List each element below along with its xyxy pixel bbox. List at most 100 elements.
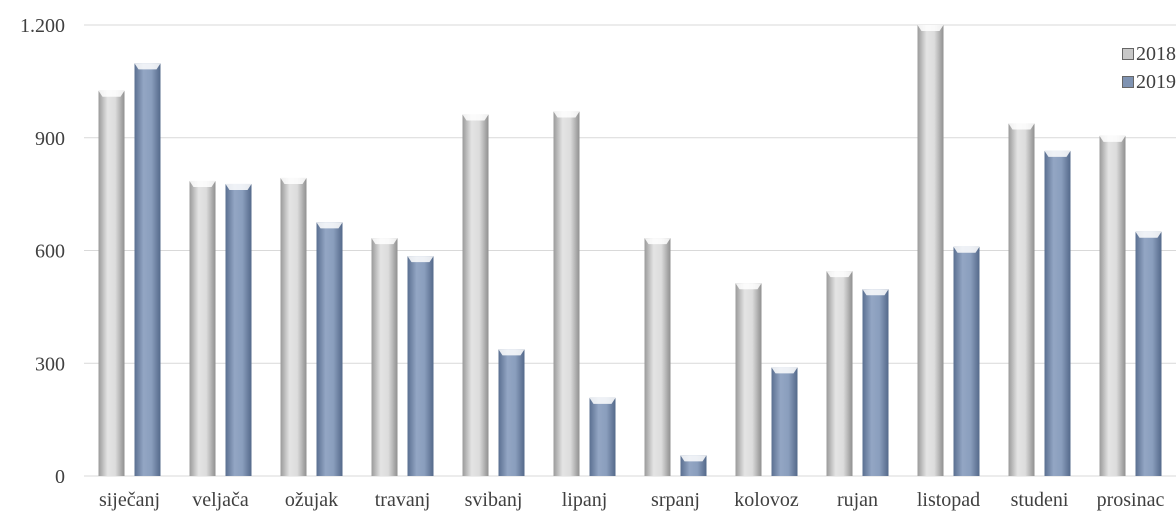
bar-bevel <box>189 180 216 187</box>
bar-body <box>826 271 853 476</box>
bar-body <box>225 183 252 477</box>
bar-2018-veljača <box>189 180 216 477</box>
bar-bevel <box>680 455 707 462</box>
bar-bevel <box>771 367 798 374</box>
bar-bevel <box>589 397 616 404</box>
x-tick-label: srpanj <box>651 489 700 511</box>
bar-body <box>189 180 216 477</box>
legend-label-2018: 2018 <box>1136 42 1176 65</box>
bar-body <box>644 238 671 476</box>
bar-2018-srpanj <box>644 238 671 476</box>
y-tick-label: 1.200 <box>20 15 65 37</box>
bar-bevel <box>1044 150 1071 157</box>
bar-2018-ožujak <box>280 177 307 476</box>
legend-swatch-2018 <box>1122 48 1134 60</box>
y-tick-label: 900 <box>35 128 65 150</box>
bar-bevel <box>553 111 580 118</box>
bar-bevel <box>98 90 125 97</box>
bar-body <box>1008 123 1035 477</box>
x-tick-label: siječanj <box>99 489 160 511</box>
bar-bevel <box>316 222 343 229</box>
bar-body <box>407 256 434 476</box>
x-tick-label: svibanj <box>465 489 523 511</box>
bar-body <box>1044 150 1071 476</box>
bar-2018-rujan <box>826 271 853 476</box>
x-tick-label: rujan <box>837 489 878 511</box>
bar-2018-lipanj <box>553 111 580 477</box>
bar-body <box>553 111 580 477</box>
bar-body <box>371 238 398 476</box>
bar-bevel <box>280 177 307 184</box>
legend-item-2019: 2019 <box>1122 68 1176 96</box>
bar-bevel <box>134 63 161 70</box>
bar-bevel <box>862 289 889 296</box>
x-tick-label: veljača <box>192 489 249 511</box>
bar-body <box>917 25 944 476</box>
bar-bevel <box>644 238 671 245</box>
bar-2019-lipanj <box>589 397 616 476</box>
bar-body <box>953 246 980 476</box>
bar-2018-kolovoz <box>735 283 762 476</box>
bar-body <box>1135 231 1162 476</box>
bar-2018-svibanj <box>462 114 489 476</box>
bar-2019-ožujak <box>316 222 343 476</box>
bar-2019-rujan <box>862 289 889 476</box>
bar-body <box>498 349 525 476</box>
bar-body <box>862 289 889 476</box>
bar-body <box>316 222 343 476</box>
bar-bevel <box>462 114 489 121</box>
bar-2018-travanj <box>371 238 398 476</box>
bar-2019-prosinac <box>1135 231 1162 476</box>
bar-bevel <box>407 256 434 263</box>
bar-bevel <box>371 238 398 245</box>
bar-2019-veljača <box>225 183 252 477</box>
bar-2019-srpanj <box>680 455 707 476</box>
bar-2019-listopad <box>953 246 980 476</box>
bar-body <box>280 177 307 476</box>
bar-bevel <box>498 349 525 356</box>
bars <box>98 25 1162 477</box>
bar-body <box>462 114 489 476</box>
x-tick-label: listopad <box>917 489 980 511</box>
bar-2019-studeni <box>1044 150 1071 476</box>
x-tick-label: kolovoz <box>734 489 799 511</box>
bar-2018-prosinac <box>1099 135 1126 476</box>
bar-2018-studeni <box>1008 123 1035 477</box>
bar-body <box>134 63 161 477</box>
bar-2018-listopad <box>917 25 944 476</box>
bar-bevel <box>953 246 980 253</box>
x-axis-ticks: siječanj veljača ožujak travanj svibanj lipan… <box>99 489 1165 511</box>
x-tick-label: studeni <box>1011 489 1069 511</box>
x-tick-label: prosinac <box>1097 489 1165 511</box>
legend-swatch-2019 <box>1122 76 1134 88</box>
bar-2018-siječanj <box>98 90 125 476</box>
legend-item-2018: 2018 <box>1122 40 1176 68</box>
bar-body <box>1099 135 1126 476</box>
bar-body <box>735 283 762 476</box>
bar-bevel <box>1008 123 1035 130</box>
bar-bevel <box>225 183 252 190</box>
y-tick-label: 600 <box>35 241 65 263</box>
bar-body <box>771 367 798 476</box>
bar-bevel <box>735 283 762 290</box>
bar-bevel <box>826 271 853 278</box>
x-tick-label: lipanj <box>562 489 608 511</box>
bar-bevel <box>917 25 944 31</box>
x-tick-label: travanj <box>375 489 431 511</box>
bar-2019-siječanj <box>134 63 161 477</box>
bar-body <box>98 90 125 476</box>
y-tick-label: 300 <box>35 353 65 375</box>
bar-2019-svibanj <box>498 349 525 476</box>
y-axis-ticks: 0 300 600 900 1.200 <box>20 15 65 488</box>
legend: 2018 2019 <box>1122 40 1176 96</box>
bar-bevel <box>1099 135 1126 142</box>
bar-2019-kolovoz <box>771 367 798 476</box>
x-tick-label: ožujak <box>285 489 338 511</box>
bar-2019-travanj <box>407 256 434 476</box>
bar-bevel <box>1135 231 1162 238</box>
bar-body <box>589 397 616 476</box>
legend-label-2019: 2019 <box>1136 70 1176 93</box>
y-tick-label: 0 <box>55 466 65 488</box>
gridlines <box>84 24 1176 477</box>
